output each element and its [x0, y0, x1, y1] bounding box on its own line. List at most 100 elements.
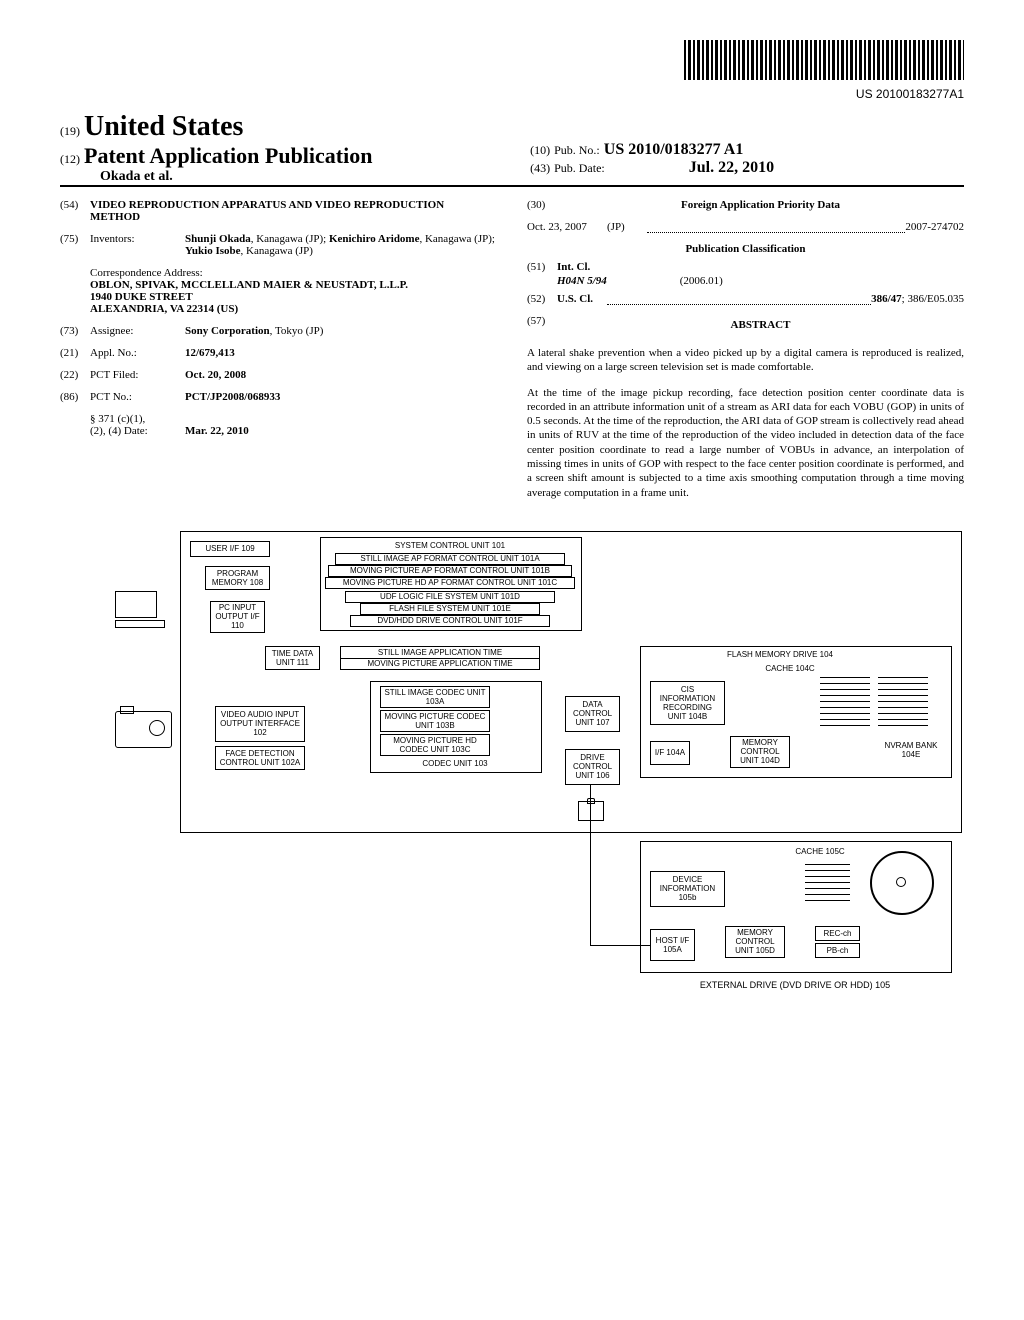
doc-type: Patent Application Publication	[84, 143, 372, 168]
cache-grid-icon	[805, 861, 850, 901]
title-code: (54)	[60, 199, 90, 223]
rec-ch-box: REC-ch	[815, 926, 860, 941]
external-drive-caption: EXTERNAL DRIVE (DVD DRIVE OR HDD) 105	[640, 980, 950, 990]
right-column: (30) Foreign Application Priority Data O…	[527, 199, 964, 511]
s371-spacer	[60, 413, 90, 437]
if-104a-box: I/F 104A	[650, 741, 690, 765]
correspondence-value: OBLON, SPIVAK, MCCLELLAND MAIER & NEUSTA…	[90, 279, 497, 315]
pct-no-code: (86)	[60, 391, 90, 403]
still-app-time-box: STILL IMAGE APPLICATION TIME	[340, 646, 540, 658]
moving-codec-box: MOVING PICTURE CODEC UNIT 103B	[380, 710, 490, 732]
us-cl-label: U.S. Cl.	[557, 293, 607, 305]
cis-info-box: CIS INFORMATION RECORDING UNIT 104B	[650, 681, 725, 725]
foreign-dots	[647, 221, 905, 233]
pub-no: US 2010/0183277 A1	[604, 141, 744, 158]
connector-line-2	[590, 945, 650, 946]
s371-date: Mar. 22, 2010	[185, 413, 497, 437]
program-memory-box: PROGRAM MEMORY 108	[205, 566, 270, 590]
drive-control-box: DRIVE CONTROL UNIT 106	[565, 749, 620, 785]
data-control-box: DATA CONTROL UNIT 107	[565, 696, 620, 732]
pub-date-code: (43)	[530, 161, 550, 175]
header-left: (19) United States (12) Patent Applicati…	[60, 111, 494, 185]
int-cl-class: H04N 5/94	[557, 275, 677, 287]
foreign-title: Foreign Application Priority Data	[557, 199, 964, 211]
barcode-graphic	[684, 40, 964, 80]
assignee-label: Assignee:	[90, 325, 185, 337]
moving-ap-box: MOVING PICTURE AP FORMAT CONTROL UNIT 10…	[328, 565, 572, 577]
video-audio-box: VIDEO AUDIO INPUT OUTPUT INTERFACE 102	[215, 706, 305, 742]
pct-filed-label: PCT Filed:	[90, 369, 185, 381]
abstract-p1: A lateral shake prevention when a video …	[527, 346, 964, 375]
nvram-grid-icon-2	[878, 676, 928, 726]
nvram-grid-icon	[820, 676, 870, 726]
pub-class-title: Publication Classification	[527, 243, 964, 255]
foreign-date: Oct. 23, 2007	[527, 221, 607, 233]
still-codec-box: STILL IMAGE CODEC UNIT 103A	[380, 686, 490, 708]
appl-value: 12/679,413	[185, 347, 497, 359]
pct-no-value: PCT/JP2008/068933	[185, 391, 497, 403]
foreign-num: 2007-274702	[905, 221, 964, 233]
block-diagram: USER I/F 109 PROGRAM MEMORY 108 PC INPUT…	[60, 531, 964, 1011]
flash-drive-label: FLASH MEMORY DRIVE 104	[680, 649, 880, 661]
us-cl-value: 386/47; 386/E05.035	[871, 293, 964, 305]
pct-no-label: PCT No.:	[90, 391, 185, 403]
mem-control-105d-box: MEMORY CONTROL UNIT 105D	[725, 926, 785, 958]
pb-ch-box: PB-ch	[815, 943, 860, 958]
header-divider	[60, 185, 964, 187]
cache-105c-label: CACHE 105C	[780, 846, 860, 858]
abstract-title: ABSTRACT	[557, 319, 964, 331]
user-if-box: USER I/F 109	[190, 541, 270, 557]
us-cl-dots	[607, 293, 871, 305]
codec-unit-label: CODEC UNIT 103	[380, 758, 530, 770]
assignee-value: Sony Corporation, Tokyo (JP)	[185, 325, 497, 337]
authors-line: Okada et al.	[100, 169, 494, 185]
still-ap-box: STILL IMAGE AP FORMAT CONTROL UNIT 101A	[335, 553, 565, 565]
pc-io-box: PC INPUT OUTPUT I/F 110	[210, 601, 265, 633]
correspondence-label: Correspondence Address:	[90, 267, 497, 279]
inventors-code: (75)	[60, 233, 90, 257]
mem-control-104d-box: MEMORY CONTROL UNIT 104D	[730, 736, 790, 768]
abstract-code: (57)	[527, 315, 557, 335]
foreign-country: (JP)	[607, 221, 647, 233]
pub-no-label: Pub. No.:	[554, 143, 600, 157]
pub-date: Jul. 22, 2010	[689, 159, 774, 176]
udf-box: UDF LOGIC FILE SYSTEM UNIT 101D	[345, 591, 555, 603]
abstract-p2: At the time of the image pickup recordin…	[527, 386, 964, 500]
barcode-section: US 20100183277A1	[60, 40, 964, 101]
int-cl-year: (2006.01)	[680, 275, 723, 287]
biblio-columns: (54) VIDEO REPRODUCTION APPARATUS AND VI…	[60, 199, 964, 511]
moving-hd-ap-box: MOVING PICTURE HD AP FORMAT CONTROL UNIT…	[325, 577, 575, 589]
left-column: (54) VIDEO REPRODUCTION APPARATUS AND VI…	[60, 199, 497, 511]
nvram-label: NVRAM BANK 104E	[880, 736, 942, 764]
header-right: (10) Pub. No.: US 2010/0183277 A1 (43) P…	[530, 111, 964, 177]
pct-filed-value: Oct. 20, 2008	[185, 369, 497, 381]
host-if-box: HOST I/F 105A	[650, 929, 695, 961]
appl-label: Appl. No.:	[90, 347, 185, 359]
time-data-box: TIME DATA UNIT 111	[265, 646, 320, 670]
pub-no-code: (10)	[530, 143, 550, 157]
foreign-code: (30)	[527, 199, 557, 211]
device-info-box: DEVICE INFORMATION 105b	[650, 871, 725, 907]
cache-104c-label: CACHE 104C	[760, 663, 820, 675]
computer-icon	[115, 591, 165, 636]
flash-fs-box: FLASH FILE SYSTEM UNIT 101E	[360, 603, 540, 615]
int-cl-code: (51)	[527, 261, 557, 273]
s371-label: § 371 (c)(1),(2), (4) Date:	[90, 413, 185, 437]
dvd-hdd-box: DVD/HDD DRIVE CONTROL UNIT 101F	[350, 615, 550, 627]
inventors-label: Inventors:	[90, 233, 185, 257]
country-name: United States	[84, 111, 243, 142]
camera-icon	[115, 711, 172, 748]
moving-hd-codec-box: MOVING PICTURE HD CODEC UNIT 103C	[380, 734, 490, 756]
correspondence-block: Correspondence Address: OBLON, SPIVAK, M…	[90, 267, 497, 315]
disc-icon	[870, 851, 934, 915]
us-cl-code: (52)	[527, 293, 557, 305]
int-cl-label: Int. Cl.	[557, 261, 590, 273]
inventors-value: Shunji Okada, Kanagawa (JP); Kenichiro A…	[185, 233, 497, 257]
moving-app-time-box: MOVING PICTURE APPLICATION TIME	[340, 658, 540, 670]
appl-code: (21)	[60, 347, 90, 359]
country-code: (19)	[60, 124, 80, 138]
pub-date-label: Pub. Date:	[554, 161, 605, 175]
assignee-code: (73)	[60, 325, 90, 337]
doc-type-code: (12)	[60, 152, 80, 166]
invention-title: VIDEO REPRODUCTION APPARATUS AND VIDEO R…	[90, 199, 497, 223]
